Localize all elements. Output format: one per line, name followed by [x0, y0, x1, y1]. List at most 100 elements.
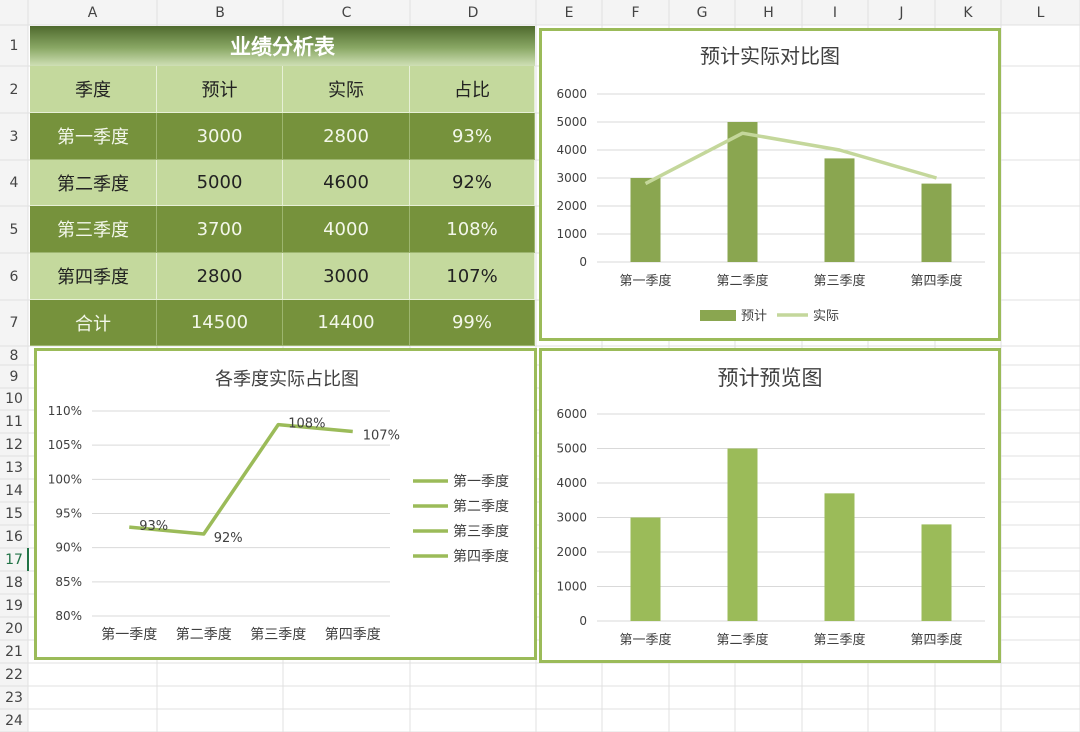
table-cell[interactable]: 92% — [410, 160, 535, 206]
series-line — [129, 422, 353, 536]
table-title[interactable]: 业绩分析表 — [30, 26, 535, 66]
table-cell[interactable]: 第一季度 — [30, 113, 157, 160]
table-cell[interactable]: 第三季度 — [30, 206, 157, 253]
bar — [921, 183, 952, 262]
chart-ratio[interactable]: 各季度实际占比图 80% 85% 90% 95% 100% 105% 110% 第一季度 第二季度… — [34, 348, 537, 660]
column-header[interactable]: J — [899, 4, 904, 21]
table-cell[interactable]: 第四季度 — [30, 253, 157, 300]
row-header[interactable]: 11 — [5, 413, 23, 430]
chart-title: 预计实际对比图 — [700, 44, 840, 68]
table-cell[interactable]: 93% — [410, 113, 535, 160]
row-header[interactable]: 18 — [5, 574, 23, 591]
legend-label: 实际 — [813, 309, 839, 324]
row-header[interactable]: 9 — [9, 368, 19, 385]
row-header[interactable]: 8 — [9, 347, 19, 364]
bar — [630, 178, 661, 262]
row-header[interactable]: 23 — [5, 689, 23, 706]
bar — [824, 158, 855, 262]
y-tick-label: 105% — [48, 438, 82, 452]
table-cell[interactable]: 5000 — [157, 160, 283, 206]
chart-title: 预计预览图 — [718, 366, 823, 390]
y-tick-label: 95% — [55, 507, 82, 521]
table-header-cell[interactable]: 预计 — [157, 66, 283, 113]
data-label: 108% — [288, 417, 325, 432]
data-label: 107% — [363, 429, 400, 444]
chart-preview[interactable]: 预计预览图 0 1000 2000 3000 4000 5000 6000 第一季度 第二季度 第三… — [539, 348, 1001, 663]
chart-preview-svg: 预计预览图 0 1000 2000 3000 4000 5000 6000 第一季度 第二季度 第三… — [556, 366, 985, 648]
column-header[interactable]: E — [564, 4, 574, 21]
column-header[interactable]: G — [696, 4, 708, 21]
row-header[interactable]: 22 — [5, 666, 23, 683]
row-header[interactable]: 6 — [9, 268, 19, 285]
table-header-cell[interactable]: 占比 — [410, 66, 535, 113]
legend-label: 第三季度 — [453, 523, 509, 540]
column-header[interactable]: I — [832, 4, 838, 21]
column-header[interactable]: H — [763, 4, 774, 21]
row-header[interactable]: 13 — [5, 459, 23, 476]
column-header[interactable]: D — [467, 4, 479, 21]
x-tick-label: 第一季度 — [101, 626, 157, 643]
y-tick-label: 6000 — [556, 407, 587, 421]
x-tick-label: 第四季度 — [325, 626, 381, 643]
row-header[interactable]: 12 — [5, 436, 23, 453]
legend-label: 第二季度 — [453, 498, 509, 515]
row-header[interactable]: 14 — [5, 482, 23, 499]
bar — [630, 517, 661, 621]
row-header[interactable]: 24 — [5, 712, 23, 729]
row-header[interactable]: 10 — [5, 391, 23, 407]
x-tick-label: 第二季度 — [176, 626, 232, 643]
y-tick-label: 5000 — [556, 442, 587, 456]
table-cell[interactable]: 合计 — [30, 300, 157, 346]
table-cell[interactable]: 4600 — [283, 160, 410, 206]
x-tick-label: 第四季度 — [910, 273, 962, 289]
table-cell[interactable]: 14500 — [157, 300, 283, 346]
row-header[interactable]: 2 — [9, 81, 19, 98]
table-cell[interactable]: 4000 — [283, 206, 410, 253]
row-header[interactable]: 19 — [5, 597, 23, 614]
table-cell[interactable]: 14400 — [283, 300, 410, 346]
column-header[interactable]: L — [1036, 4, 1045, 21]
column-header[interactable]: F — [631, 4, 640, 21]
row-header[interactable]: 3 — [9, 128, 19, 145]
row-header[interactable]: 1 — [9, 37, 19, 54]
table-cell[interactable]: 107% — [410, 253, 535, 300]
column-header[interactable]: B — [215, 4, 225, 21]
chart-compare[interactable]: 预计实际对比图 0 1000 2000 3000 4000 5000 6000 第一季度 第二季度… — [539, 28, 1001, 341]
column-header[interactable]: A — [87, 4, 98, 21]
row-header[interactable]: 20 — [5, 620, 23, 637]
y-tick-label: 1000 — [556, 227, 587, 241]
row-header[interactable]: 21 — [5, 643, 23, 660]
y-tick-label: 4000 — [556, 476, 587, 490]
row-header[interactable]: 16 — [5, 528, 23, 545]
y-tick-label: 0 — [579, 255, 587, 269]
column-header[interactable]: C — [341, 4, 352, 21]
bar — [727, 448, 758, 621]
table-header-cell[interactable]: 实际 — [283, 66, 410, 113]
row-header[interactable]: 17 — [5, 551, 23, 568]
table-cell[interactable]: 第二季度 — [30, 160, 157, 206]
row-header[interactable]: 4 — [9, 175, 19, 191]
table-cell[interactable]: 3700 — [157, 206, 283, 253]
table-cell[interactable]: 3000 — [157, 113, 283, 160]
table-cell[interactable]: 99% — [410, 300, 535, 346]
x-tick-label: 第二季度 — [716, 273, 768, 289]
legend-label: 预计 — [741, 309, 767, 324]
table-cell[interactable]: 2800 — [157, 253, 283, 300]
bar — [921, 524, 952, 621]
x-tick-label: 第四季度 — [910, 632, 962, 648]
legend-label: 第四季度 — [453, 548, 509, 565]
y-tick-label: 80% — [55, 609, 82, 623]
row-header[interactable]: 7 — [9, 315, 19, 331]
table-cell[interactable]: 108% — [410, 206, 535, 253]
row-header[interactable]: 5 — [9, 221, 19, 238]
legend-label: 第一季度 — [453, 473, 509, 490]
y-tick-label: 3000 — [556, 171, 587, 185]
table-cell[interactable]: 2800 — [283, 113, 410, 160]
table-cell[interactable]: 3000 — [283, 253, 410, 300]
row-header[interactable]: 15 — [5, 505, 23, 522]
column-header[interactable]: K — [963, 4, 973, 21]
y-tick-label: 85% — [55, 575, 82, 589]
bar — [727, 122, 758, 262]
table-header-cell[interactable]: 季度 — [30, 66, 157, 113]
y-tick-label: 3000 — [556, 511, 587, 525]
